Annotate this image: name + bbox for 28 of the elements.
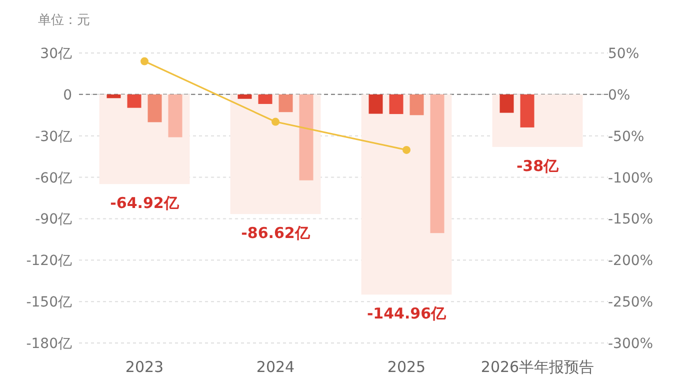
- x-tick-label: 2023: [125, 358, 164, 376]
- x-tick-label: 2026半年报预告: [480, 358, 594, 376]
- y-tick-label: -120亿: [26, 253, 72, 270]
- y2-tick-label: 50%: [608, 46, 640, 62]
- y-tick-label: -60亿: [35, 170, 72, 186]
- point: [402, 146, 410, 154]
- y2-tick-label: -100%: [608, 170, 654, 186]
- y-tick-label: 30亿: [40, 46, 72, 62]
- y-tick-label: -90亿: [35, 212, 72, 228]
- y-tick-label: -180亿: [26, 336, 72, 352]
- data-label: -86.62亿: [241, 224, 311, 242]
- y-tick-label: -150亿: [26, 294, 72, 311]
- y2-tick-label: -200%: [608, 253, 654, 270]
- y2-tick-label: -300%: [608, 336, 654, 352]
- y-tick-label: 0: [63, 87, 72, 104]
- y-tick-label: -30亿: [35, 128, 72, 145]
- y2-tick-label: -150%: [608, 212, 654, 228]
- y2-tick-label: -250%: [608, 294, 654, 311]
- x-tick-label: 2025: [387, 358, 426, 376]
- y2-tick-label: 0%: [608, 87, 630, 104]
- data-label: -144.96亿: [366, 304, 448, 323]
- data-label: -64.92亿: [110, 194, 180, 212]
- y-axis-title: 单位：元: [38, 13, 90, 28]
- data-label: -38亿: [516, 156, 560, 175]
- x-tick-label: 2024: [256, 358, 295, 376]
- point: [272, 118, 280, 126]
- point: [140, 57, 148, 66]
- y2-tick-label: -50%: [608, 128, 644, 145]
